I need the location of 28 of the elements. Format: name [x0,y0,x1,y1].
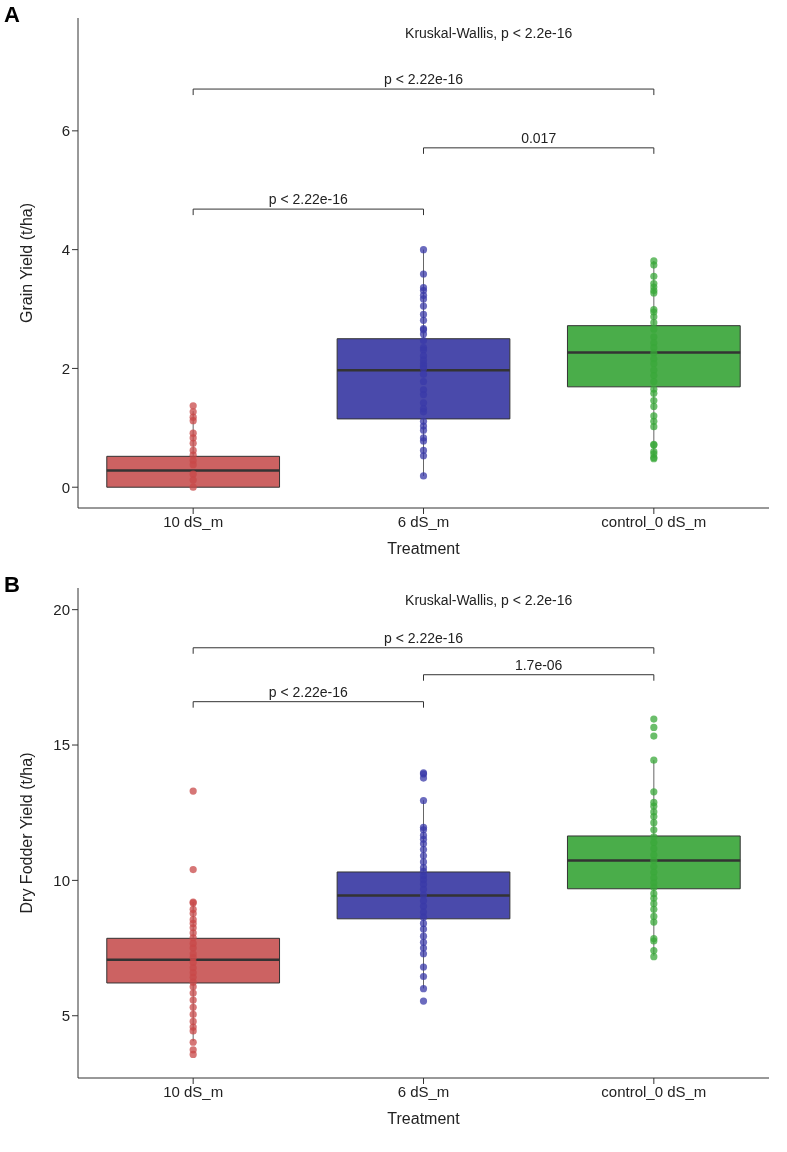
x-tick-label: 10 dS_m [163,512,224,530]
y-tick-label: 2 [61,359,70,377]
y-tick-label: 15 [53,736,70,754]
chart-title: B [4,572,20,598]
x-tick-label: 6 dS_m [397,1082,450,1100]
y-tick-label: 5 [61,1007,70,1025]
x-axis-title: Treatment [387,540,461,557]
x-tick-label: 10 dS_m [163,1082,224,1100]
y-tick-label: 0 [61,478,70,496]
x-tick-label: control_0 dS_m [601,1082,707,1100]
y-tick-label: 4 [61,240,70,258]
annotation: p < 2.22e-16 [268,683,349,700]
y-tick-label: 10 [53,871,70,889]
annotation: Kruskal-Wallis, p < 2.2e-16 [405,24,573,41]
annotation: p < 2.22e-16 [268,191,349,208]
y-tick-label: 6 [61,122,70,140]
chart-title: A [4,2,20,28]
annotation: Kruskal-Wallis, p < 2.2e-16 [405,592,573,609]
y-axis-title: Grain Yield (t/ha) [17,202,35,324]
annotation: p < 2.22e-16 [383,71,464,88]
y-tick-label: 20 [53,600,70,618]
annotation: 0.017 [521,129,557,146]
x-tick-label: control_0 dS_m [601,512,707,530]
x-tick-label: 6 dS_m [397,512,450,530]
annotation: p < 2.22e-16 [383,629,464,646]
x-axis-title: Treatment [387,1110,461,1127]
annotation: 1.7e-06 [514,656,563,673]
y-axis-title: Dry Fodder Yield (t/ha) [17,752,35,914]
